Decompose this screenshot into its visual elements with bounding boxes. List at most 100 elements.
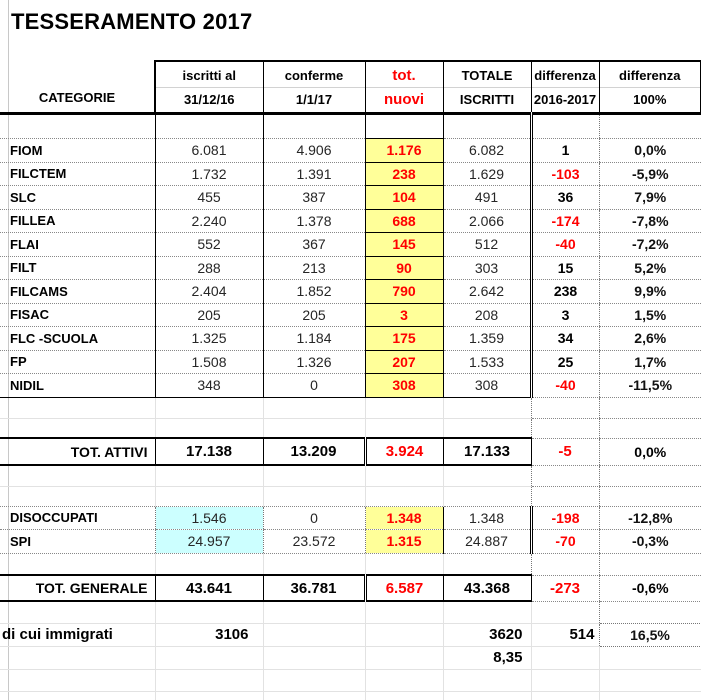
cell-totale[interactable]: 1.629 bbox=[442, 162, 531, 186]
header-conferme[interactable]: conferme 1/1/17 bbox=[262, 60, 366, 115]
cell-differenza[interactable]: 34 bbox=[529, 326, 599, 351]
cell-categoria[interactable]: FILLEA bbox=[0, 209, 155, 233]
cell-nuovi[interactable]: 1.315 bbox=[364, 529, 443, 554]
cell-categoria[interactable]: SPI bbox=[0, 529, 155, 554]
cell-differenza[interactable]: -70 bbox=[529, 529, 599, 554]
cell-iscritti[interactable]: 455 bbox=[154, 185, 263, 210]
cell-conferme[interactable]: 213 bbox=[262, 256, 365, 280]
cell-totale[interactable]: 1.359 bbox=[442, 326, 531, 351]
cell-differenza-pct[interactable]: 1,7% bbox=[598, 350, 701, 374]
cell-nuovi[interactable]: 1.176 bbox=[364, 138, 443, 163]
cell-nuovi[interactable]: 6.587 bbox=[363, 574, 443, 602]
cell-categoria[interactable]: FLC -SCUOLA bbox=[0, 326, 155, 351]
cell-differenza-pct[interactable]: -5,9% bbox=[598, 162, 701, 186]
cell-differenza-pct[interactable]: -7,2% bbox=[598, 232, 701, 257]
cell-iscritti[interactable]: 1.546 bbox=[154, 506, 263, 530]
cell-nuovi[interactable]: 175 bbox=[364, 326, 443, 351]
cell-differenza-pct[interactable]: 16,5% bbox=[598, 622, 701, 647]
header-tot-nuovi[interactable]: tot. nuovi bbox=[364, 60, 444, 115]
cell-conferme[interactable]: 1.326 bbox=[262, 350, 365, 374]
cell-differenza[interactable]: -40 bbox=[529, 373, 599, 398]
cell-nuovi[interactable]: 688 bbox=[364, 209, 443, 233]
cell-totale[interactable]: 491 bbox=[442, 185, 531, 210]
cell-conferme[interactable]: 367 bbox=[262, 232, 365, 257]
cell-nuovi[interactable]: 790 bbox=[364, 279, 443, 304]
cell-categoria[interactable]: TOT. ATTIVI bbox=[0, 437, 155, 466]
cell-categoria[interactable]: FLAI bbox=[0, 232, 155, 257]
cell-differenza[interactable]: -5 bbox=[530, 437, 599, 466]
cell-nuovi[interactable]: 3.924 bbox=[363, 437, 443, 466]
cell-categoria[interactable]: SLC bbox=[0, 185, 155, 210]
cell-differenza-pct[interactable]: -11,5% bbox=[598, 373, 701, 398]
cell-differenza[interactable]: -103 bbox=[529, 162, 599, 186]
cell-iscritti[interactable]: 552 bbox=[154, 232, 263, 257]
cell-differenza-pct[interactable]: -7,8% bbox=[598, 209, 701, 233]
cell-differenza[interactable]: 1 bbox=[529, 138, 599, 163]
cell-differenza-pct[interactable]: 2,6% bbox=[598, 326, 701, 351]
cell-conferme[interactable]: 205 bbox=[262, 303, 365, 327]
cell-categoria[interactable]: FISAC bbox=[0, 303, 155, 327]
cell-differenza[interactable]: 238 bbox=[529, 279, 599, 304]
cell-differenza[interactable]: 36 bbox=[529, 185, 599, 210]
cell-categoria[interactable]: FP bbox=[0, 350, 155, 374]
cell-iscritti[interactable]: 1.325 bbox=[154, 326, 263, 351]
header-iscritti[interactable]: iscritti al 31/12/16 bbox=[154, 60, 264, 115]
cell-categoria[interactable]: FILCTEM bbox=[0, 162, 155, 186]
cell-iscritti[interactable]: 3106 bbox=[154, 623, 263, 647]
cell-nuovi[interactable]: 104 bbox=[364, 185, 443, 210]
cell-iscritti[interactable]: 17.138 bbox=[154, 437, 263, 466]
cell-conferme[interactable]: 0 bbox=[262, 506, 365, 530]
cell-iscritti[interactable]: 43.641 bbox=[154, 574, 263, 602]
cell-totale[interactable]: 6.082 bbox=[442, 138, 531, 163]
cell-iscritti[interactable]: 2.404 bbox=[154, 279, 263, 304]
cell-conferme[interactable]: 36.781 bbox=[262, 574, 365, 602]
cell-nuovi[interactable]: 207 bbox=[364, 350, 443, 374]
cell-totale[interactable]: 2.066 bbox=[442, 209, 531, 233]
cell-differenza-pct[interactable]: 1,5% bbox=[598, 303, 701, 327]
cell-conferme[interactable]: 1.378 bbox=[262, 209, 365, 233]
cell-ratio-value[interactable]: 8,35 bbox=[442, 646, 531, 670]
cell-conferme[interactable]: 13.209 bbox=[262, 437, 365, 466]
cell-categoria[interactable]: NIDIL bbox=[0, 373, 155, 398]
cell-differenza[interactable]: 15 bbox=[529, 256, 599, 280]
cell-totale[interactable]: 17.133 bbox=[442, 437, 531, 466]
cell-totale[interactable]: 2.642 bbox=[442, 279, 531, 304]
cell-differenza[interactable]: -40 bbox=[529, 232, 599, 257]
cell-nuovi[interactable]: 308 bbox=[364, 373, 443, 398]
cell-totale[interactable]: 24.887 bbox=[442, 529, 531, 554]
cell-differenza-pct[interactable]: -0,6% bbox=[598, 574, 701, 602]
cell-iscritti[interactable]: 205 bbox=[154, 303, 263, 327]
cell-differenza[interactable]: 514 bbox=[530, 623, 599, 647]
cell-totale[interactable]: 303 bbox=[442, 256, 531, 280]
cell-differenza-pct[interactable]: 0,0% bbox=[598, 437, 701, 466]
cell-totale[interactable]: 1.533 bbox=[442, 350, 531, 374]
cell-differenza-pct[interactable]: 7,9% bbox=[598, 185, 701, 210]
cell-iscritti[interactable]: 1.508 bbox=[154, 350, 263, 374]
cell-categoria[interactable]: FILCAMS bbox=[0, 279, 155, 304]
cell-totale[interactable]: 512 bbox=[442, 232, 531, 257]
cell-conferme[interactable]: 23.572 bbox=[262, 529, 365, 554]
cell-totale[interactable]: 3620 bbox=[442, 623, 531, 647]
cell-totale[interactable]: 1.348 bbox=[442, 506, 531, 530]
cell-categoria[interactable]: FIOM bbox=[0, 138, 155, 163]
cell-conferme[interactable]: 1.184 bbox=[262, 326, 365, 351]
cell-iscritti[interactable]: 24.957 bbox=[154, 529, 263, 554]
cell-differenza[interactable]: 3 bbox=[529, 303, 599, 327]
cell-iscritti[interactable]: 6.081 bbox=[154, 138, 263, 163]
cell-totale[interactable]: 43.368 bbox=[442, 574, 531, 602]
cell-differenza[interactable]: -174 bbox=[529, 209, 599, 233]
cell-nuovi[interactable]: 145 bbox=[364, 232, 443, 257]
cell-differenza[interactable]: 25 bbox=[529, 350, 599, 374]
cell-differenza-pct[interactable]: 5,2% bbox=[598, 256, 701, 280]
cell-conferme[interactable]: 4.906 bbox=[262, 138, 365, 163]
cell-conferme[interactable]: 0 bbox=[262, 373, 365, 398]
cell-differenza-pct[interactable]: 9,9% bbox=[598, 279, 701, 304]
cell-iscritti[interactable]: 288 bbox=[154, 256, 263, 280]
cell-categoria[interactable]: FILT bbox=[0, 256, 155, 280]
cell-differenza[interactable]: -198 bbox=[529, 506, 599, 530]
cell-conferme[interactable]: 387 bbox=[262, 185, 365, 210]
cell-categoria[interactable]: TOT. GENERALE bbox=[0, 574, 155, 602]
cell-iscritti[interactable]: 348 bbox=[154, 373, 263, 398]
cell-differenza-pct[interactable]: 0,0% bbox=[598, 138, 701, 163]
cell-differenza-pct[interactable]: -0,3% bbox=[598, 529, 701, 554]
